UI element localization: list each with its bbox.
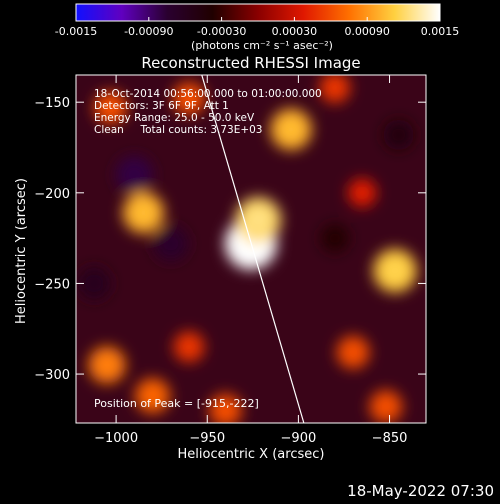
heatmap-source xyxy=(336,335,370,369)
chart-title: Reconstructed RHESSI Image xyxy=(141,54,360,72)
heatmap-source-core xyxy=(384,259,406,282)
colorbar-tick-label: -0.0015 xyxy=(55,25,97,38)
x-tick-label: −950 xyxy=(189,431,225,446)
info-line: 18-Oct-2014 00:56:00.000 to 01:00:00.000 xyxy=(94,88,322,100)
info-line: Clean Total counts: 3.73E+03 xyxy=(94,124,263,136)
x-axis-label: Heliocentric X (arcsec) xyxy=(178,447,325,462)
plot-frame xyxy=(75,74,427,424)
heatmap-source xyxy=(172,82,206,115)
info-line: Energy Range: 25.0 - 50.0 keV xyxy=(94,112,255,124)
colorbar-unit-label: (photons cm⁻² s⁻¹ asec⁻²) xyxy=(191,39,333,52)
heatmap-source xyxy=(153,226,189,262)
colorbar-tick-label: 0.00090 xyxy=(344,25,390,38)
heatmap-source xyxy=(77,267,111,300)
x-tick-label: −1000 xyxy=(94,431,138,446)
heatmap-source xyxy=(347,178,377,208)
peak-position-label: Position of Peak = [-915,-222] xyxy=(94,397,259,410)
colorbar-tick-label: 0.00030 xyxy=(272,25,318,38)
footer-date: 18-May-2022 07:30 xyxy=(347,482,494,500)
plot-area: −1000 −950 −900 −850 −150 −200 −250 −300 18-Oct… xyxy=(34,74,427,446)
colorbar-ticks: -0.0015 -0.00090 -0.00030 0.00030 0.00090 0.0… xyxy=(55,17,459,38)
y-axis-label: Heliocentric Y (arcsec) xyxy=(14,178,29,324)
heatmap-source-core xyxy=(280,119,302,140)
heatmap-source xyxy=(173,331,205,363)
colorbar: -0.0015 -0.00090 -0.00030 0.00030 0.00090 0.0… xyxy=(55,3,459,52)
heatmap-source xyxy=(319,75,351,104)
heatmap-source xyxy=(115,156,153,194)
heatmap-sources xyxy=(77,75,417,423)
colorbar-gradient xyxy=(75,3,441,22)
observation-info: 18-Oct-2014 00:56:00.000 to 01:00:00.000… xyxy=(94,88,322,136)
y-tick-label: −200 xyxy=(34,187,70,202)
heatmap-source xyxy=(320,223,350,253)
heatmap-source-core xyxy=(133,202,154,224)
colorbar-tick-label: 0.0015 xyxy=(421,25,460,38)
heatmap-source xyxy=(383,119,414,151)
solar-limb-line xyxy=(201,75,305,423)
info-line: Detectors: 3F 6F 9F, Att 1 xyxy=(94,100,229,112)
heatmap-source xyxy=(209,393,242,423)
heatmap-source xyxy=(369,390,403,423)
y-tick-label: −250 xyxy=(34,277,70,292)
x-tick-label: −900 xyxy=(281,431,317,446)
axis-ticks: −1000 −950 −900 −850 −150 −200 −250 −300 xyxy=(34,75,426,446)
heatmap-source xyxy=(88,346,126,384)
colorbar-tick-label: -0.00030 xyxy=(197,25,246,38)
heatmap-source xyxy=(135,378,171,414)
heatmap-source xyxy=(94,91,128,125)
y-tick-label: −300 xyxy=(34,368,70,383)
heatmap-source-core xyxy=(246,208,270,232)
x-tick-label: −850 xyxy=(372,431,408,446)
colorbar-tick-label: -0.00090 xyxy=(124,25,173,38)
y-tick-label: −150 xyxy=(34,96,70,111)
